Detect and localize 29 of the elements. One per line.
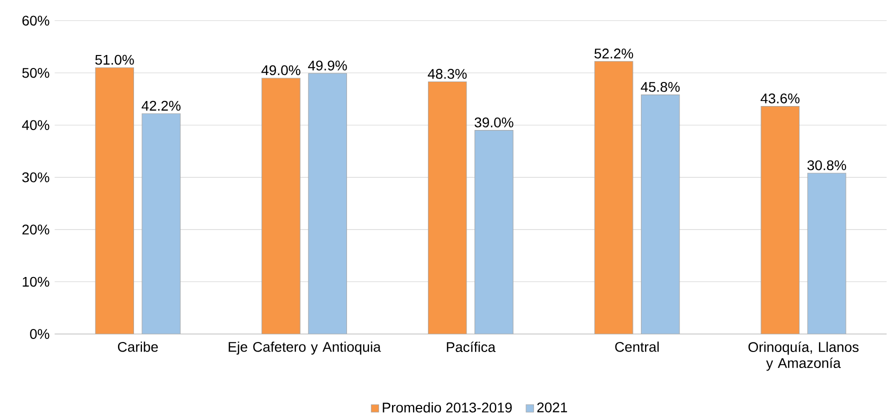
bar — [142, 113, 181, 334]
data-label: 30.8% — [807, 160, 846, 170]
y-tick-label: 0% — [30, 329, 50, 339]
x-tick-label: Eje Cafetero y Antioquia — [228, 342, 381, 355]
x-tick-label: Caribe — [118, 342, 158, 352]
x-tick-label: Orinoquía, Llanos y Amazonía — [748, 342, 859, 371]
data-label: 43.6% — [760, 93, 800, 104]
legend-label: Promedio 2013-2019 — [382, 402, 512, 413]
x-tick-label: Central — [615, 342, 659, 352]
y-tick-label: 30% — [22, 172, 50, 182]
data-label: 49.0% — [261, 65, 300, 76]
data-label: 45.8% — [640, 82, 680, 92]
y-tick-label: 40% — [22, 120, 50, 130]
data-label: 48.3% — [428, 68, 467, 79]
legend-label: 2021 — [537, 402, 568, 412]
y-tick-label: 60% — [22, 16, 50, 26]
data-label: 52.2% — [594, 48, 634, 58]
data-label: 49.9% — [308, 60, 347, 70]
y-tick-label: 10% — [22, 276, 50, 287]
x-tick-label: Pacífica — [446, 342, 496, 352]
y-tick-label: 20% — [22, 224, 50, 235]
data-label: 42.2% — [142, 100, 181, 111]
data-label: 51.0% — [95, 54, 134, 65]
data-label: 39.0% — [474, 117, 514, 128]
bar — [807, 172, 846, 334]
bar — [640, 94, 680, 334]
y-tick-label: 50% — [22, 68, 50, 78]
bar — [308, 73, 347, 334]
bar — [474, 130, 514, 334]
